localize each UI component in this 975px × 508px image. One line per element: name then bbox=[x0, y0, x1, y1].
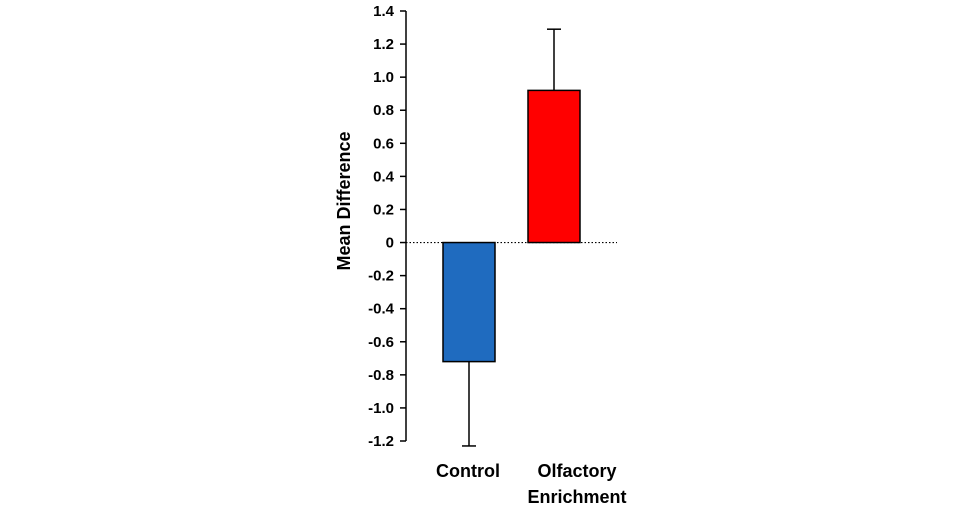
y-tick-label: 0.6 bbox=[373, 135, 394, 152]
y-tick-label: -0.8 bbox=[368, 367, 394, 384]
y-tick-label: 0.2 bbox=[373, 201, 394, 218]
y-tick-label: -1.2 bbox=[368, 433, 394, 450]
y-tick-label: 0.4 bbox=[373, 168, 395, 185]
bar bbox=[442, 241, 496, 363]
y-tick-label: -0.2 bbox=[368, 268, 394, 285]
category-label: Olfactory bbox=[537, 461, 616, 481]
y-tick-label: 1.0 bbox=[373, 69, 394, 86]
y-tick-label: -0.6 bbox=[368, 334, 394, 351]
category-label: Enrichment bbox=[527, 487, 626, 507]
y-tick-label: 1.2 bbox=[373, 36, 394, 53]
bars-group bbox=[442, 28, 581, 447]
y-tick-label: -0.4 bbox=[368, 301, 395, 318]
y-axis-title: Mean Difference bbox=[334, 131, 354, 270]
category-label: Control bbox=[436, 461, 500, 481]
y-tick-label: 1.4 bbox=[373, 3, 395, 20]
category-labels: Control Olfactory Enrichment bbox=[436, 461, 627, 507]
y-tick-label: 0.8 bbox=[373, 102, 394, 119]
bar bbox=[527, 89, 581, 244]
y-axis-ticks: 1.4 1.2 1.0 0.8 0.6 0.4 0.2 0 -0.2 -0.4 -0.6 -0.8 -1… bbox=[368, 3, 406, 450]
y-tick-label: 0 bbox=[386, 235, 394, 252]
y-tick-label: -1.0 bbox=[368, 400, 394, 417]
